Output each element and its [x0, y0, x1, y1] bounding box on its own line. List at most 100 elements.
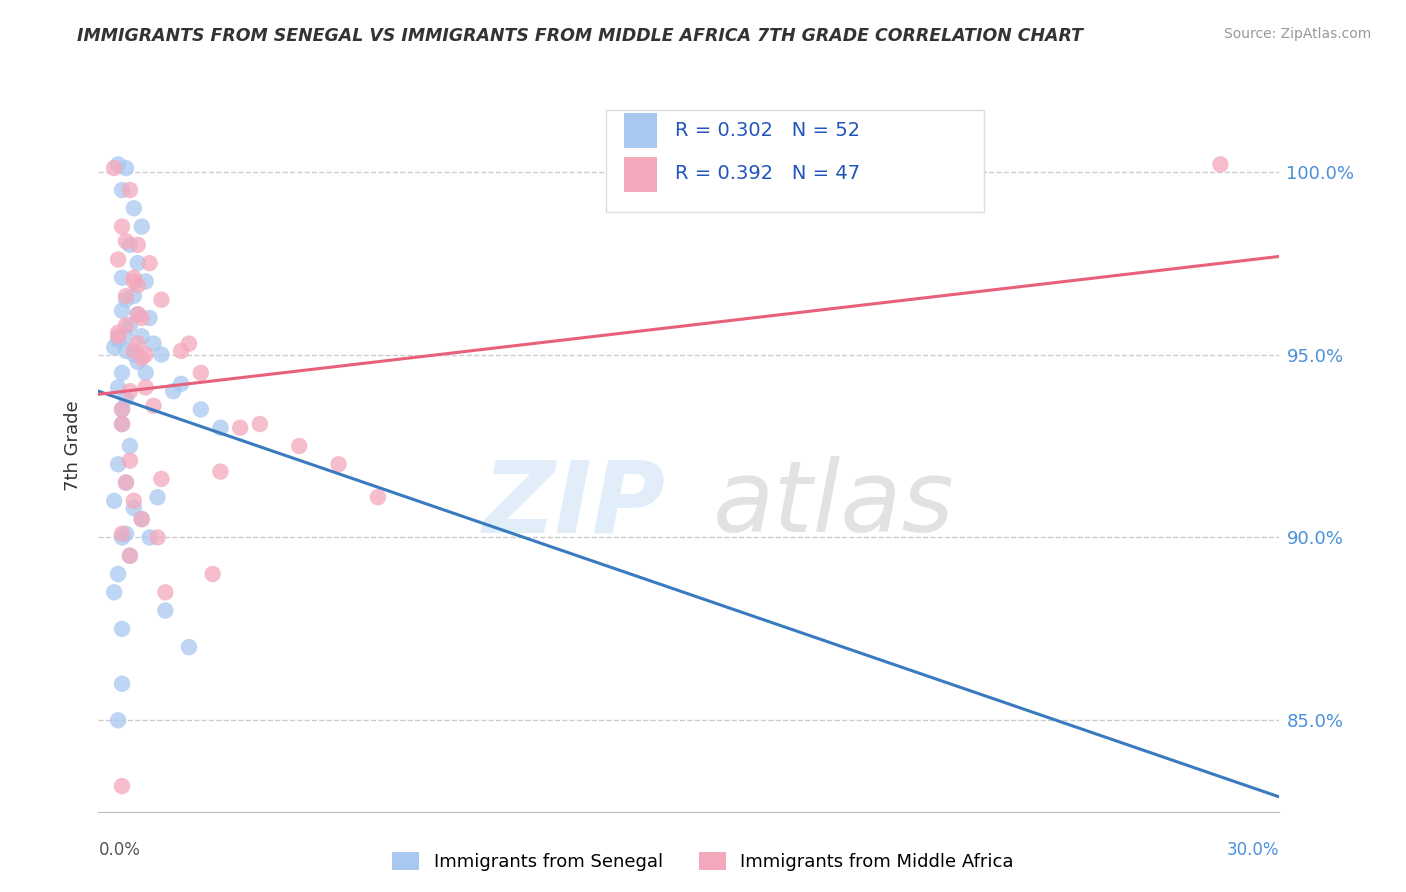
- Point: [131, 512, 153, 526]
- Point: [170, 343, 193, 358]
- Point: [155, 585, 177, 599]
- Point: [122, 274, 145, 288]
- Point: [111, 417, 134, 431]
- Point: [190, 402, 212, 417]
- Point: [103, 161, 125, 175]
- Point: [115, 318, 138, 333]
- Point: [111, 303, 134, 318]
- Point: [111, 219, 134, 234]
- Point: [150, 293, 173, 307]
- Point: [111, 417, 134, 431]
- Text: atlas: atlas: [713, 456, 955, 553]
- Point: [118, 453, 141, 467]
- Point: [131, 512, 153, 526]
- Point: [229, 420, 252, 434]
- Point: [122, 493, 145, 508]
- Point: [115, 234, 138, 248]
- Point: [107, 326, 129, 340]
- Point: [155, 603, 177, 617]
- Point: [190, 366, 212, 380]
- Point: [107, 380, 129, 394]
- Point: [115, 293, 138, 307]
- Point: [127, 336, 149, 351]
- Point: [201, 566, 224, 581]
- Point: [107, 713, 129, 727]
- Text: 0.0%: 0.0%: [98, 841, 141, 859]
- Point: [103, 585, 125, 599]
- Point: [138, 310, 160, 325]
- Point: [118, 384, 141, 398]
- Text: 30.0%: 30.0%: [1227, 841, 1279, 859]
- Point: [177, 336, 200, 351]
- Point: [122, 343, 145, 358]
- Point: [118, 439, 141, 453]
- Point: [209, 420, 232, 434]
- Point: [118, 318, 141, 333]
- Point: [135, 366, 157, 380]
- Point: [111, 779, 134, 793]
- Point: [107, 457, 129, 471]
- Point: [131, 351, 153, 366]
- Point: [1209, 157, 1232, 171]
- Point: [131, 310, 153, 325]
- Point: [118, 237, 141, 252]
- Point: [111, 530, 134, 544]
- Text: ZIP: ZIP: [482, 456, 665, 553]
- Y-axis label: 7th Grade: 7th Grade: [63, 401, 82, 491]
- Point: [107, 329, 129, 343]
- Point: [122, 289, 145, 303]
- Text: R = 0.392   N = 47: R = 0.392 N = 47: [675, 164, 860, 184]
- Point: [162, 384, 184, 398]
- Point: [111, 622, 134, 636]
- Point: [103, 340, 125, 354]
- Point: [138, 256, 160, 270]
- Point: [146, 530, 169, 544]
- Point: [111, 270, 134, 285]
- Point: [115, 392, 138, 406]
- Point: [127, 355, 149, 369]
- Legend: Immigrants from Senegal, Immigrants from Middle Africa: Immigrants from Senegal, Immigrants from…: [385, 845, 1021, 879]
- Point: [115, 343, 138, 358]
- Point: [118, 549, 141, 563]
- Point: [111, 366, 134, 380]
- Point: [328, 457, 350, 471]
- Point: [115, 161, 138, 175]
- Point: [367, 490, 389, 504]
- Point: [115, 475, 138, 490]
- FancyBboxPatch shape: [606, 110, 984, 212]
- Point: [107, 566, 129, 581]
- Text: Source: ZipAtlas.com: Source: ZipAtlas.com: [1223, 27, 1371, 41]
- Point: [170, 376, 193, 391]
- Point: [118, 549, 141, 563]
- Point: [122, 501, 145, 516]
- Point: [209, 465, 232, 479]
- Bar: [624, 113, 657, 148]
- Point: [111, 526, 134, 541]
- Point: [111, 676, 134, 690]
- Point: [127, 307, 149, 321]
- Point: [115, 526, 138, 541]
- Point: [249, 417, 271, 431]
- Point: [150, 472, 173, 486]
- Point: [122, 270, 145, 285]
- Point: [127, 256, 149, 270]
- Point: [135, 274, 157, 288]
- Point: [122, 201, 145, 215]
- Point: [111, 402, 134, 417]
- Point: [107, 333, 129, 347]
- Point: [115, 475, 138, 490]
- Point: [146, 490, 169, 504]
- Point: [131, 329, 153, 343]
- Point: [135, 380, 157, 394]
- Point: [127, 237, 149, 252]
- Point: [177, 640, 200, 654]
- Point: [150, 347, 173, 361]
- Point: [122, 347, 145, 361]
- Point: [135, 347, 157, 361]
- Point: [138, 530, 160, 544]
- Bar: [624, 157, 657, 192]
- Text: R = 0.302   N = 52: R = 0.302 N = 52: [675, 120, 860, 139]
- Point: [127, 278, 149, 293]
- Point: [115, 289, 138, 303]
- Point: [111, 183, 134, 197]
